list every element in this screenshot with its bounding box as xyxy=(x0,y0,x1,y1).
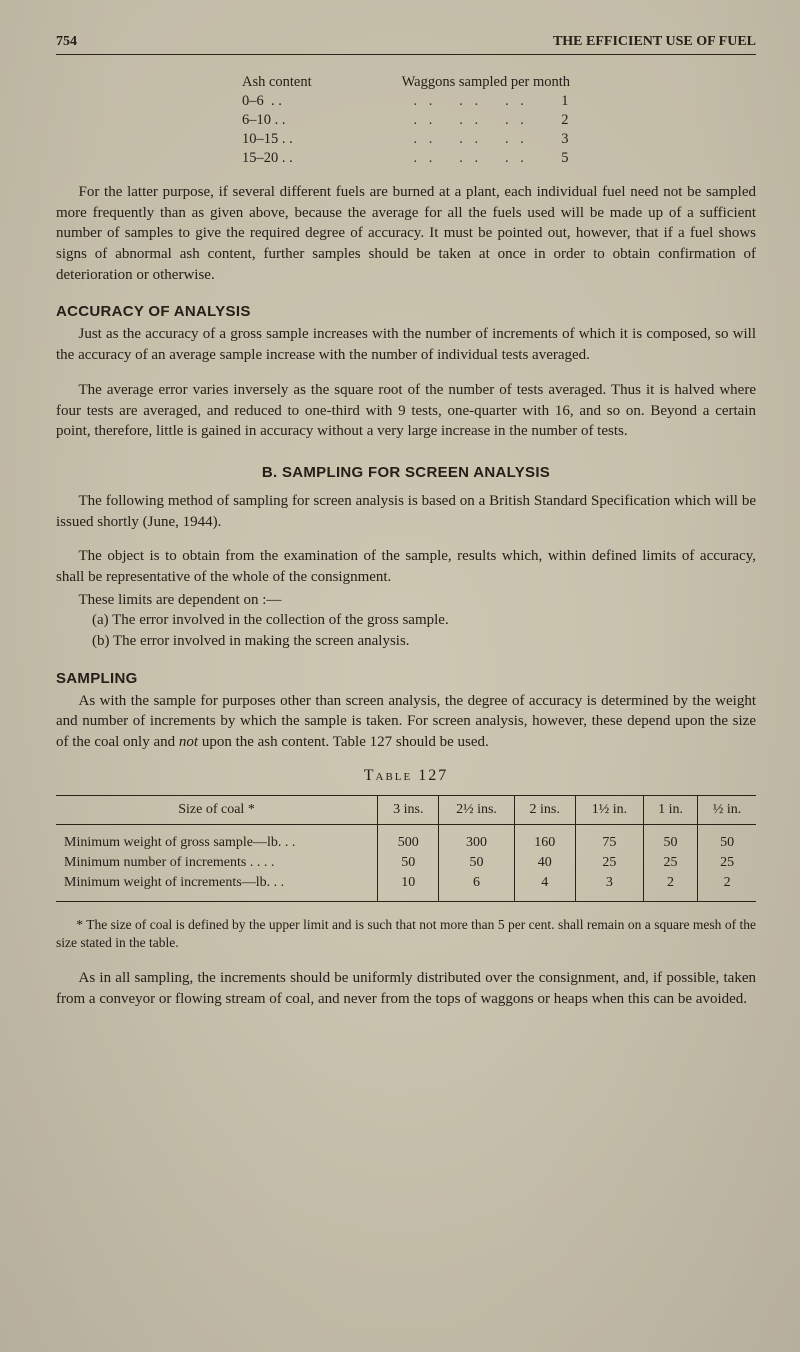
cell-value: 50 xyxy=(378,853,439,873)
cell-value: 160 xyxy=(514,824,575,853)
row-label: Minimum number of increments . . . . xyxy=(56,853,378,873)
cell-value: 500 xyxy=(378,824,439,853)
table-127: Size of coal * 3 ins. 2½ ins. 2 ins. 1½ … xyxy=(56,795,756,902)
cell-range: 6–10 xyxy=(242,112,271,128)
cell-value: 6 xyxy=(439,873,514,902)
cell-value: 25 xyxy=(698,853,756,873)
paragraph: The object is to obtain from the examina… xyxy=(56,546,756,587)
table-footnote: * The size of coal is defined by the upp… xyxy=(56,916,756,952)
cell-value: 4 xyxy=(514,873,575,902)
table-row: 10–15 . . . . . . . . 3 xyxy=(232,130,580,149)
table-row: Minimum weight of increments—lb. . . 10 … xyxy=(56,873,756,902)
table-row: Ash content Waggons sampled per month xyxy=(232,73,580,92)
cell-value: 50 xyxy=(698,824,756,853)
cell-value: 25 xyxy=(643,853,697,873)
cell-range: 10–15 xyxy=(242,131,278,147)
cell-value: 2 xyxy=(550,111,580,130)
cell-value: 75 xyxy=(575,824,643,853)
table-row: 15–20 . . . . . . . . 5 xyxy=(232,149,580,168)
paragraph-span: upon the ash content. Table 127 should b… xyxy=(198,734,489,750)
cell-value: 40 xyxy=(514,853,575,873)
paragraph: Just as the accuracy of a gross sample i… xyxy=(56,324,756,365)
paragraph: For the latter purpose, if several diffe… xyxy=(56,182,756,285)
row-label: Minimum weight of increments—lb. . . xyxy=(56,873,378,902)
leader-dots: . . . . . . xyxy=(392,92,550,111)
cell-value: 10 xyxy=(378,873,439,902)
leader-dots: . . . . . . xyxy=(392,149,550,168)
limit-item-a: (a) The error involved in the collection… xyxy=(56,610,756,631)
page: 754 THE EFFICIENT USE OF FUEL Ash conten… xyxy=(0,0,800,1352)
table-row: Minimum number of increments . . . . 50 … xyxy=(56,853,756,873)
cell-range: 15–20 xyxy=(242,150,278,166)
column-header: Waggons sampled per month xyxy=(392,73,580,92)
table-caption: Table 127 xyxy=(56,767,756,785)
paragraph: As with the sample for purposes other th… xyxy=(56,691,756,753)
column-header: 1 in. xyxy=(643,795,697,824)
column-header: 2½ ins. xyxy=(439,795,514,824)
page-number: 754 xyxy=(56,34,77,50)
leader-dots: . . . . . . xyxy=(392,111,550,130)
running-title: THE EFFICIENT USE OF FUEL xyxy=(553,34,756,50)
table-row: 6–10 . . . . . . . . 2 xyxy=(232,111,580,130)
column-header: 3 ins. xyxy=(378,795,439,824)
cell-value: 1 xyxy=(550,92,580,111)
table-row: Minimum weight of gross sample—lb. . . 5… xyxy=(56,824,756,853)
column-header: 2 ins. xyxy=(514,795,575,824)
header-rule xyxy=(56,54,756,55)
running-header: 754 THE EFFICIENT USE OF FUEL xyxy=(56,34,756,50)
ash-content-table: Ash content Waggons sampled per month 0–… xyxy=(232,73,580,168)
heading-sampling: SAMPLING xyxy=(56,670,756,687)
cell-value: 3 xyxy=(550,130,580,149)
heading-accuracy: ACCURACY OF ANALYSIS xyxy=(56,303,756,320)
heading-section-b: B. SAMPLING FOR SCREEN ANALYSIS xyxy=(56,464,756,481)
cell-value: 2 xyxy=(698,873,756,902)
cell-value: 3 xyxy=(575,873,643,902)
column-header: Size of coal * xyxy=(56,795,378,824)
table-row: 0–6 . . . . . . . . 1 xyxy=(232,92,580,111)
cell-range: 0–6 xyxy=(242,93,264,109)
cell-value: 50 xyxy=(643,824,697,853)
limits-list: These limits are dependent on :— (a) The… xyxy=(56,590,756,652)
cell-value: 300 xyxy=(439,824,514,853)
leader-dots: . . . . . . xyxy=(392,130,550,149)
cell-value: 50 xyxy=(439,853,514,873)
column-header: 1½ in. xyxy=(575,795,643,824)
column-header: Ash content xyxy=(232,73,392,92)
row-label: Minimum weight of gross sample—lb. . . xyxy=(56,824,378,853)
table-row: Size of coal * 3 ins. 2½ ins. 2 ins. 1½ … xyxy=(56,795,756,824)
paragraph: As in all sampling, the increments shoul… xyxy=(56,968,756,1009)
cell-value: 5 xyxy=(550,149,580,168)
paragraph: The average error varies inversely as th… xyxy=(56,380,756,442)
paragraph: The following method of sampling for scr… xyxy=(56,491,756,532)
limits-intro: These limits are dependent on :— xyxy=(56,590,756,611)
cell-value: 25 xyxy=(575,853,643,873)
limit-item-b: (b) The error involved in making the scr… xyxy=(56,631,756,652)
emphasis: not xyxy=(179,734,198,750)
cell-value: 2 xyxy=(643,873,697,902)
column-header: ½ in. xyxy=(698,795,756,824)
